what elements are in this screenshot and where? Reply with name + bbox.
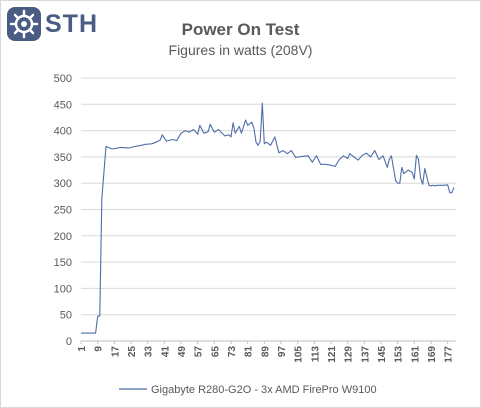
x-tick-label: 177 [444, 346, 455, 363]
x-tick-label: 129 [344, 346, 355, 363]
x-tick-label: 121 [327, 346, 338, 363]
legend-label: Gigabyte R280-G2O - 3x AMD FirePro W9100 [151, 384, 377, 396]
y-tick-label: 400 [54, 126, 72, 138]
y-tick-label: 450 [54, 99, 72, 111]
x-tick-label: 73 [227, 346, 238, 358]
y-tick-label: 500 [54, 73, 72, 85]
x-tick-label: 161 [410, 346, 421, 363]
chart-subtitle: Figures in watts (208V) [168, 42, 313, 58]
sth-logo: STH [7, 6, 97, 42]
sth-logo-icon [7, 7, 41, 41]
x-tick-label: 9 [94, 346, 105, 352]
y-tick-label: 300 [54, 178, 72, 190]
x-tick-label: 145 [377, 346, 388, 363]
x-tick-label: 113 [310, 346, 321, 363]
chart-title: Power On Test [181, 20, 300, 39]
x-tick-label: 17 [110, 346, 121, 358]
x-tick-label: 33 [144, 346, 155, 358]
series-line [81, 102, 455, 334]
x-tick-label: 169 [427, 346, 438, 363]
x-tick-label: 57 [194, 346, 205, 358]
x-tick-label: 105 [294, 346, 305, 363]
x-tick-label: 137 [360, 346, 371, 363]
y-tick-label: 100 [54, 283, 72, 295]
x-tick-label: 1 [77, 346, 88, 352]
x-tick-label: 89 [260, 346, 271, 358]
sth-logo-text: STH [45, 10, 98, 38]
y-tick-label: 250 [54, 205, 72, 217]
y-tick-label: 200 [54, 231, 72, 243]
x-tick-label: 49 [177, 346, 188, 358]
y-tick-label: 50 [60, 310, 72, 322]
x-tick-label: 97 [277, 346, 288, 358]
x-tick-label: 41 [160, 346, 171, 358]
y-tick-label: 0 [66, 336, 72, 348]
x-tick-label: 81 [244, 346, 255, 358]
x-tick-label: 65 [210, 346, 221, 358]
y-tick-label: 350 [54, 152, 72, 164]
y-tick-label: 150 [54, 257, 72, 269]
x-tick-label: 25 [127, 346, 138, 358]
x-tick-label: 153 [394, 346, 405, 363]
